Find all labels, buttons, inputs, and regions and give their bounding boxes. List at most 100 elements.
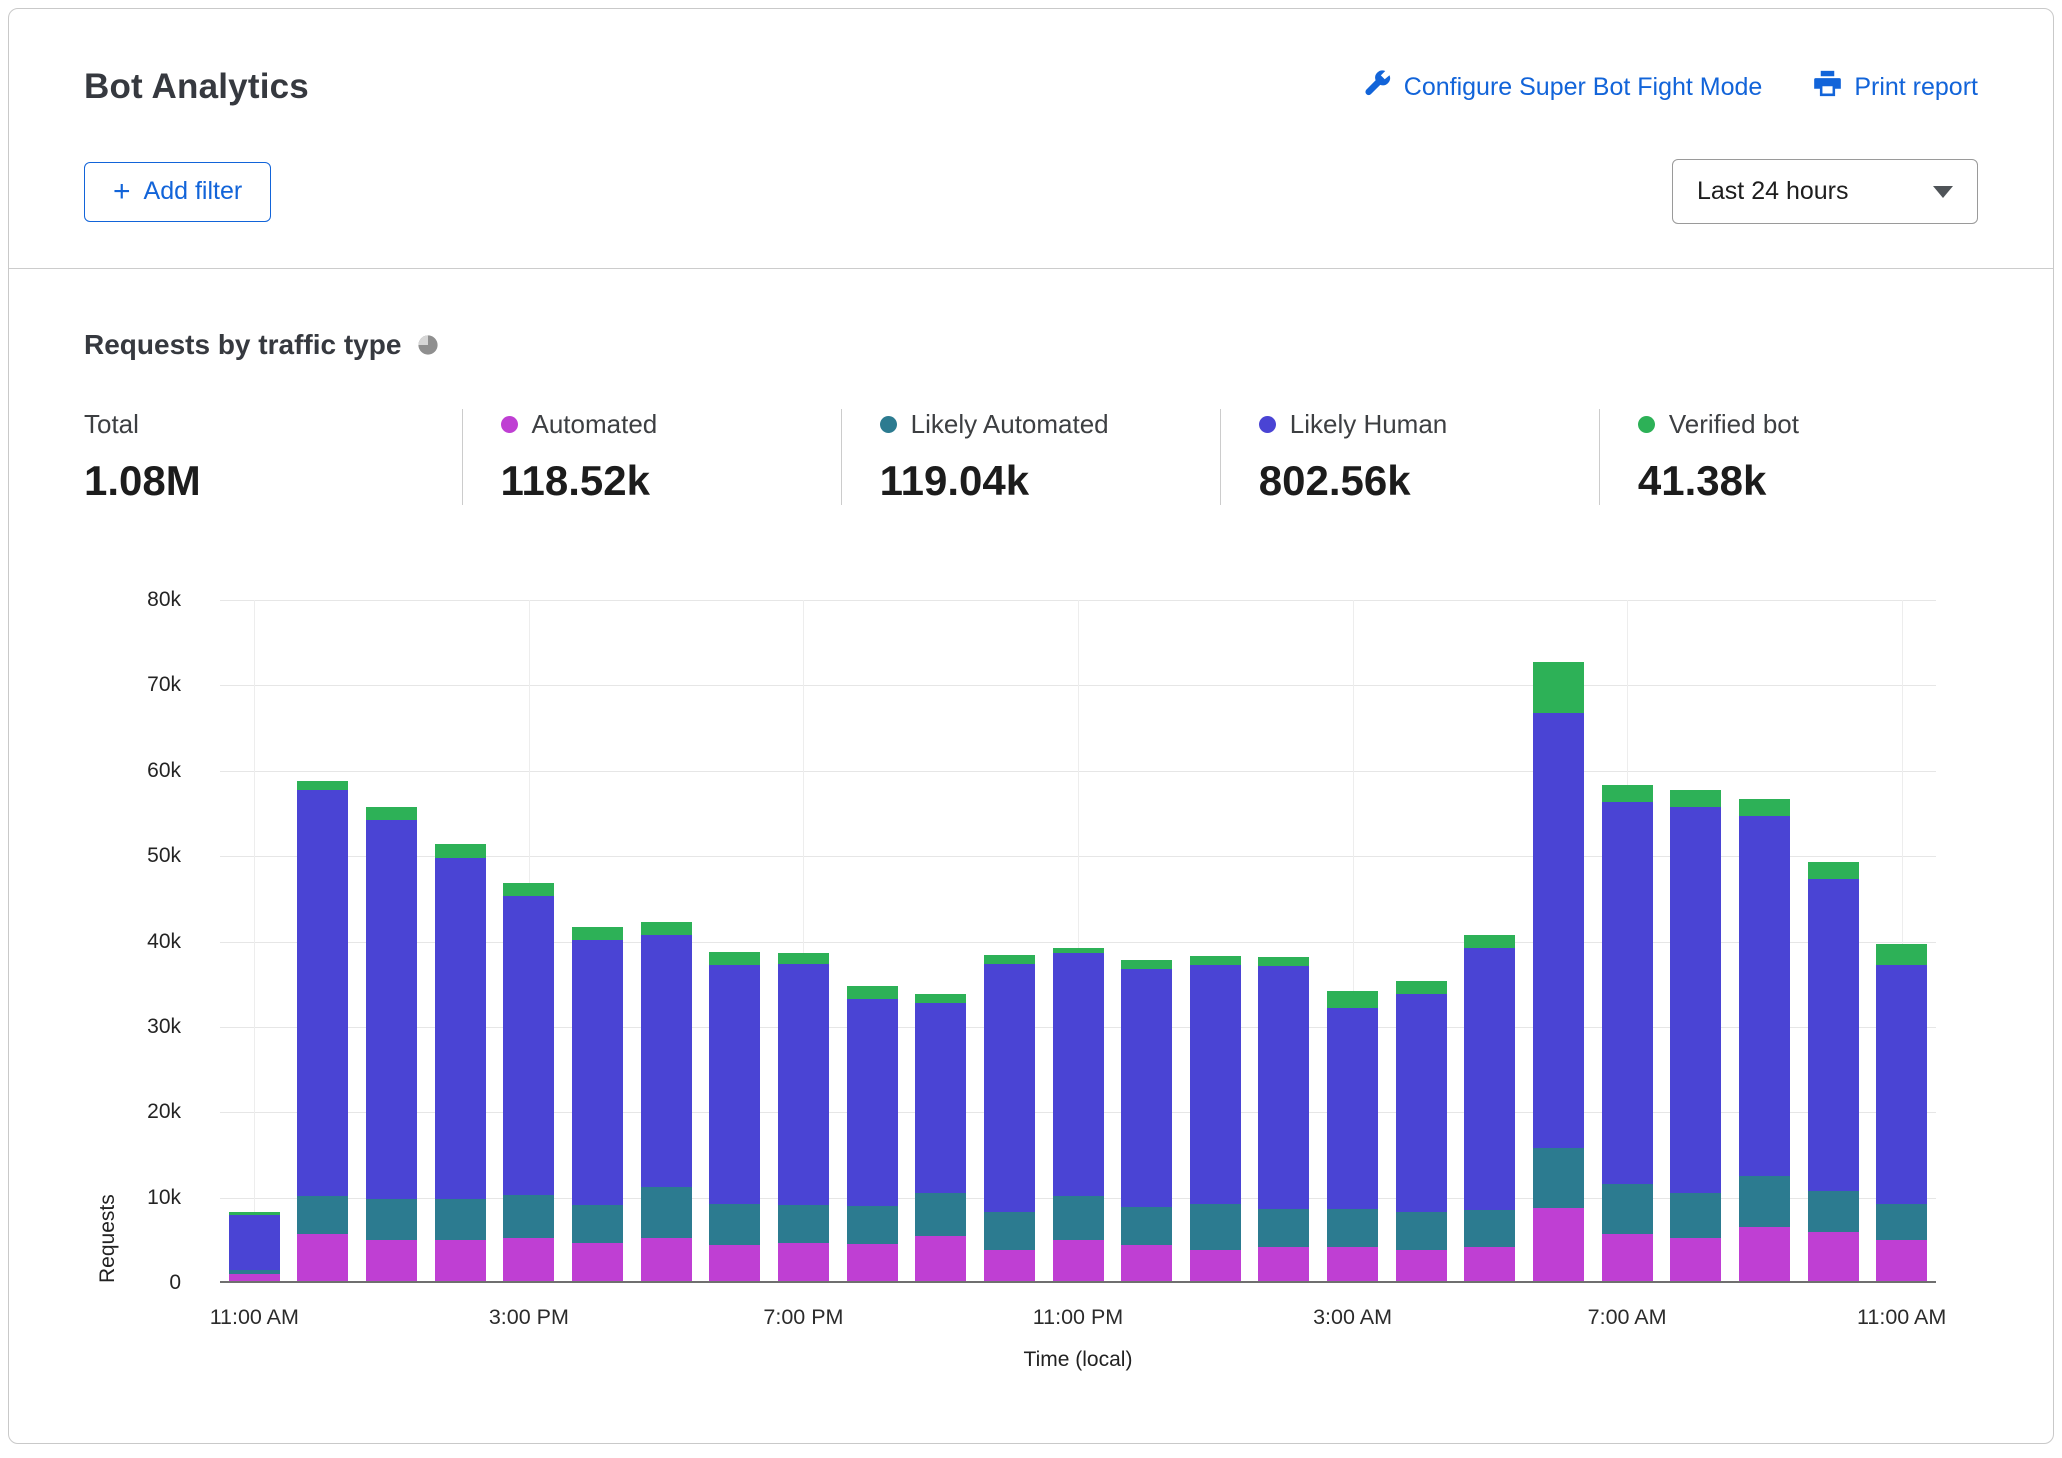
- bar-segment: [1808, 862, 1859, 879]
- bar-segment: [641, 1238, 692, 1281]
- y-axis-ticks: 010k20k30k40k50k60k70k80k: [84, 600, 181, 1283]
- stat-total[interactable]: Total 1.08M: [84, 409, 462, 505]
- stacked-bar-14[interactable]: [1190, 956, 1241, 1281]
- stacked-bar-3[interactable]: [435, 844, 486, 1281]
- bar-segment: [572, 927, 623, 940]
- bar-segment: [1464, 1210, 1515, 1247]
- bar-segment: [847, 999, 898, 1206]
- stacked-bar-0[interactable]: [229, 1212, 280, 1281]
- stacked-bar-13[interactable]: [1121, 960, 1172, 1281]
- bar-segment: [1670, 1193, 1721, 1238]
- add-filter-button[interactable]: + Add filter: [84, 162, 271, 222]
- bar-segment: [435, 844, 486, 858]
- bar-segment: [1396, 994, 1447, 1212]
- bar-segment: [847, 1244, 898, 1281]
- requests-by-traffic-type-chart: Requests 010k20k30k40k50k60k70k80k 11:00…: [84, 600, 1978, 1395]
- bar-segment: [1396, 981, 1447, 994]
- bar-segment: [847, 986, 898, 999]
- stat-likely-human-value: 802.56k: [1259, 457, 1579, 505]
- likely-human-legend-dot: [1259, 416, 1276, 433]
- bar-segment: [1739, 1176, 1790, 1227]
- y-tick-label: 50k: [147, 844, 181, 868]
- bar-segment: [1464, 948, 1515, 1210]
- stacked-bar-6[interactable]: [641, 922, 692, 1281]
- stacked-bar-5[interactable]: [572, 927, 623, 1281]
- stacked-bar-2[interactable]: [366, 807, 417, 1281]
- bar-segment: [1670, 807, 1721, 1193]
- stacked-bar-12[interactable]: [1053, 948, 1104, 1281]
- time-range-value: Last 24 hours: [1697, 177, 1849, 206]
- bar-segment: [1327, 991, 1378, 1008]
- y-tick-label: 40k: [147, 930, 181, 954]
- bar-segment: [1258, 966, 1309, 1209]
- bar-segment: [1121, 1207, 1172, 1245]
- bar-segment: [1602, 785, 1653, 802]
- stacked-bar-22[interactable]: [1739, 799, 1790, 1281]
- bar-segment: [1533, 1148, 1584, 1208]
- time-range-select[interactable]: Last 24 hours: [1672, 159, 1978, 224]
- stat-likely-human[interactable]: Likely Human 802.56k: [1220, 409, 1599, 505]
- y-tick-label: 60k: [147, 759, 181, 783]
- stat-verified-bot[interactable]: Verified bot 41.38k: [1599, 409, 1978, 505]
- stacked-bar-15[interactable]: [1258, 957, 1309, 1281]
- stat-verified-bot-value: 41.38k: [1638, 457, 1958, 505]
- stacked-bar-23[interactable]: [1808, 862, 1859, 1281]
- stacked-bar-19[interactable]: [1533, 662, 1584, 1281]
- bar-segment: [1327, 1008, 1378, 1209]
- bar-segment: [1327, 1247, 1378, 1281]
- stat-automated-value: 118.52k: [501, 457, 821, 505]
- bar-segment: [297, 1196, 348, 1234]
- bar-segment: [297, 1234, 348, 1281]
- bar-segment: [778, 1205, 829, 1243]
- bar-segment: [1602, 1234, 1653, 1281]
- bar-segment: [915, 1003, 966, 1193]
- stacked-bar-17[interactable]: [1396, 981, 1447, 1281]
- y-tick-label: 30k: [147, 1015, 181, 1039]
- stacked-bar-4[interactable]: [503, 883, 554, 1281]
- bar-segment: [847, 1206, 898, 1244]
- stacked-bar-20[interactable]: [1602, 785, 1653, 1281]
- stacked-bar-11[interactable]: [984, 955, 1035, 1281]
- bar-segment: [366, 1240, 417, 1281]
- plus-icon: +: [113, 177, 131, 207]
- automated-legend-dot: [501, 416, 518, 433]
- stacked-bar-10[interactable]: [915, 994, 966, 1281]
- bot-analytics-panel: Bot Analytics Configure Super Bot Fight …: [8, 8, 2054, 1444]
- bar-segment: [984, 955, 1035, 964]
- printer-icon: [1814, 70, 1841, 104]
- stacked-bar-21[interactable]: [1670, 790, 1721, 1281]
- stat-automated[interactable]: Automated 118.52k: [462, 409, 841, 505]
- stacked-bar-9[interactable]: [847, 986, 898, 1281]
- bar-segment: [1121, 960, 1172, 969]
- bar-segment: [1670, 790, 1721, 807]
- bar-segment: [229, 1215, 280, 1270]
- stacked-bar-7[interactable]: [709, 952, 760, 1281]
- stat-likely-automated-value: 119.04k: [880, 457, 1200, 505]
- stacked-bar-1[interactable]: [297, 781, 348, 1281]
- stacked-bar-24[interactable]: [1876, 944, 1927, 1281]
- bar-segment: [572, 1205, 623, 1243]
- x-tick-label: 3:00 PM: [489, 1305, 569, 1330]
- bar-segment: [572, 940, 623, 1205]
- print-report-link[interactable]: Print report: [1814, 70, 1978, 104]
- y-tick-label: 0: [169, 1271, 181, 1295]
- bar-segment: [1739, 816, 1790, 1176]
- stacked-bar-16[interactable]: [1327, 991, 1378, 1281]
- stacked-bar-8[interactable]: [778, 953, 829, 1281]
- stacked-bar-18[interactable]: [1464, 935, 1515, 1281]
- bar-segment: [1464, 1247, 1515, 1281]
- bar-segment: [435, 858, 486, 1199]
- gridline-vertical: [254, 600, 255, 1281]
- bar-segment: [1121, 1245, 1172, 1281]
- stat-likely-automated-label: Likely Automated: [911, 409, 1109, 440]
- plot-area: [220, 600, 1936, 1283]
- x-tick-label: 3:00 AM: [1313, 1305, 1392, 1330]
- bar-segment: [1533, 662, 1584, 713]
- bar-segment: [435, 1240, 486, 1281]
- stat-likely-automated[interactable]: Likely Automated 119.04k: [841, 409, 1220, 505]
- bar-segment: [1258, 957, 1309, 966]
- configure-super-bot-fight-mode-link[interactable]: Configure Super Bot Fight Mode: [1364, 70, 1763, 104]
- bar-segment: [1190, 956, 1241, 965]
- print-link-label: Print report: [1854, 73, 1978, 102]
- chevron-down-icon: [1933, 186, 1953, 198]
